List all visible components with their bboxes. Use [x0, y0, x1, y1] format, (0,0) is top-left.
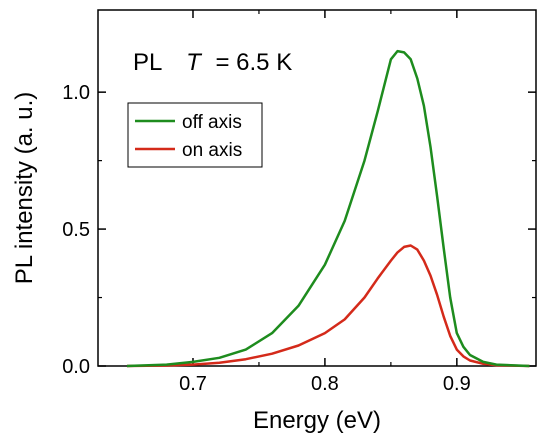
legend-label-on-axis: on axis	[182, 140, 242, 161]
y-tick-label: 0.0	[62, 356, 90, 378]
x-axis-title: Energy (eV)	[253, 407, 381, 434]
y-tick-label: 0.5	[62, 219, 90, 241]
series-lines	[126, 49, 530, 368]
x-tick-label: 0.8	[311, 373, 339, 395]
x-tick-labels: 0.7 0.8 0.9	[179, 373, 471, 395]
x-tick-label: 0.7	[179, 373, 207, 395]
legend-box	[127, 102, 263, 168]
annotation-value: = 6.5 K	[215, 49, 292, 76]
y-tick-label: 1.0	[62, 82, 90, 104]
x-tick-label: 0.9	[443, 373, 471, 395]
y-tick-labels: 0.0 0.5 1.0	[62, 82, 90, 378]
annotation-variable: T	[186, 49, 203, 76]
temperature-annotation: PL T = 6.5 K	[133, 49, 292, 76]
y-axis-title: PL intensity (a. u.)	[11, 92, 38, 285]
annotation-prefix: PL	[133, 49, 162, 76]
series-line-on-axis	[126, 244, 530, 368]
plot-frame	[97, 9, 537, 367]
axis-ticks	[98, 10, 536, 367]
series-line-off-axis	[126, 49, 530, 368]
legend-label-off-axis: off axis	[182, 112, 242, 133]
legend: off axis on axis	[127, 102, 263, 168]
